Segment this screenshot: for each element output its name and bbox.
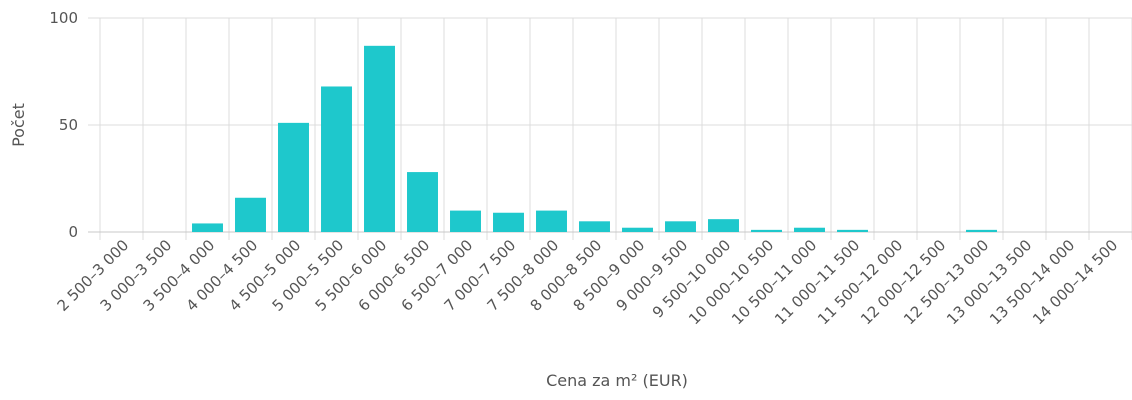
y-tick-label: 100 (49, 9, 78, 27)
y-tick-label: 50 (59, 116, 78, 134)
bars (192, 45, 997, 232)
bar-10000–10500[interactable] (751, 229, 782, 232)
bar-5000–5500[interactable] (321, 86, 352, 232)
bar-7000–7500[interactable] (493, 212, 524, 232)
bar-8500–9000[interactable] (622, 227, 653, 232)
bar-12500–13000[interactable] (966, 229, 997, 232)
grid (88, 17, 1132, 240)
bar-6000–6500[interactable] (407, 172, 438, 232)
y-tick-label: 0 (68, 223, 78, 241)
bar-9500–10000[interactable] (708, 219, 739, 232)
bar-4500–5000[interactable] (278, 122, 309, 232)
bar-11000–11500[interactable] (837, 229, 868, 232)
bar-3500–4000[interactable] (192, 223, 223, 232)
bar-7500–8000[interactable] (536, 210, 567, 232)
x-axis-title: Cena za m² (EUR) (546, 371, 688, 390)
bar-9000–9500[interactable] (665, 221, 696, 232)
y-axis-title: Počet (9, 103, 28, 147)
bar-4000–4500[interactable] (235, 197, 266, 232)
bar-6500–7000[interactable] (450, 210, 481, 232)
bar-5500–6000[interactable] (364, 45, 395, 232)
bar-8000–8500[interactable] (579, 221, 610, 232)
bar-10500–11000[interactable] (794, 227, 825, 232)
